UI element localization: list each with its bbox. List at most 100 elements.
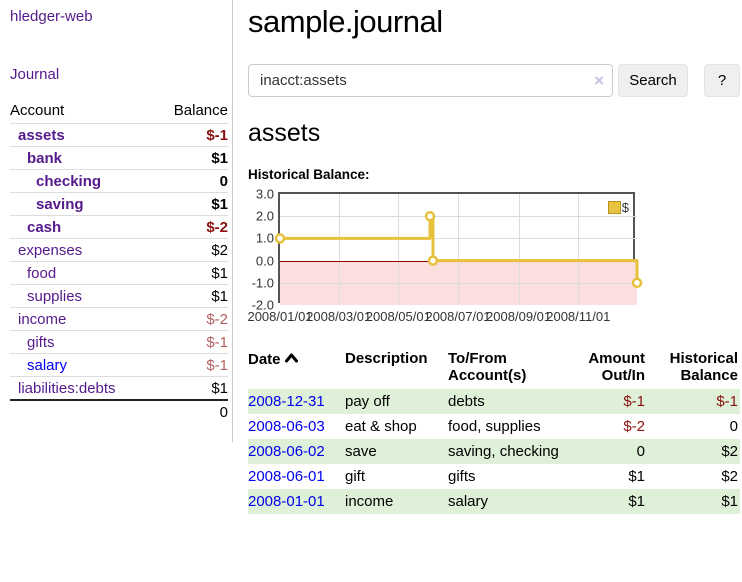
account-link-supplies[interactable]: supplies <box>27 287 83 305</box>
register-header-row: Date Description To/From Account(s) Amou… <box>248 347 740 389</box>
x-tick: 2008/01/01 <box>247 309 313 324</box>
account-balance: $-1 <box>154 353 228 377</box>
transaction-amount: 0 <box>585 439 647 464</box>
gridline <box>458 194 459 305</box>
transaction-description: save <box>345 439 448 464</box>
accounts-total-row: 0 <box>10 399 228 423</box>
help-button[interactable]: ? <box>704 64 740 97</box>
page-title: sample.journal <box>248 4 443 39</box>
transaction-accounts: saving, checking <box>448 439 585 464</box>
account-row-expenses: expenses $2 <box>10 238 228 262</box>
transaction-balance: $2 <box>647 439 740 464</box>
account-balance: $1 <box>154 192 228 216</box>
gridline <box>578 194 580 305</box>
y-tick: 3.0 <box>255 186 274 202</box>
transaction-accounts: salary <box>448 489 585 514</box>
y-tick: 0.0 <box>255 253 274 269</box>
account-link-salary[interactable]: salary <box>27 356 68 374</box>
search-button[interactable]: Search <box>618 64 688 97</box>
account-link-food[interactable]: food <box>27 264 57 282</box>
y-tick: -1.0 <box>251 275 274 291</box>
transaction-balance: 0 <box>729 418 738 435</box>
x-tick: 2008/05/01 <box>365 309 431 324</box>
transaction-accounts: food, supplies <box>448 418 541 435</box>
account-row-cash: cash $-2 <box>10 215 228 239</box>
register-header-description: Description <box>345 350 428 367</box>
brand-link[interactable]: hledger-web <box>10 8 93 25</box>
transaction-amount: $1 <box>585 489 647 514</box>
gridline <box>518 194 520 305</box>
account-row-food: food $1 <box>10 261 228 285</box>
account-row-assets: assets $-1 <box>10 123 228 147</box>
register-header-date[interactable]: Date <box>248 347 345 389</box>
account-link-expenses[interactable]: expenses <box>18 241 83 259</box>
transaction-accounts: debts <box>448 389 585 414</box>
transaction-date-link[interactable]: 2008-06-01 <box>248 468 325 485</box>
main-content: sample.journal × Search ? assets Histori… <box>247 0 742 514</box>
transaction-balance: $-1 <box>647 389 740 414</box>
account-balance: $-2 <box>154 215 228 239</box>
legend-label: $ <box>621 200 629 215</box>
account-link-bank[interactable]: bank <box>27 149 63 167</box>
transaction-description: pay off <box>345 389 448 414</box>
account-link-liabilities-debts[interactable]: liabilities:debts <box>18 379 116 397</box>
accounts-table: Account Balance assets $-1 bank $1 check… <box>10 100 228 423</box>
y-tick: -2.0 <box>251 297 274 313</box>
x-tick: 2008/09/01 <box>486 309 552 324</box>
sidebar-item-journal[interactable]: Journal <box>10 66 60 83</box>
account-link-saving[interactable]: saving <box>36 195 84 213</box>
account-row-income: income $-2 <box>10 307 228 331</box>
transaction-amount: $-1 <box>585 389 647 414</box>
sort-ascending-icon <box>284 350 298 367</box>
account-balance: 0 <box>154 169 228 193</box>
transaction-description: income <box>345 489 448 514</box>
chart-plot-area: $ 3.0 2.0 1.0 0.0 -1.0 -2.0 <box>252 187 643 313</box>
accounts-header-balance: Balance <box>173 102 228 119</box>
account-row-liabilities-debts: liabilities:debts $1 <box>10 376 228 400</box>
account-balance: $-1 <box>154 123 228 147</box>
account-link-cash[interactable]: cash <box>27 218 62 236</box>
transaction-amount: $1 <box>628 468 645 485</box>
account-link-gifts[interactable]: gifts <box>27 333 55 351</box>
x-tick: 2008/03/01 <box>306 309 372 324</box>
account-row-gifts: gifts $-1 <box>10 330 228 354</box>
account-balance: $-2 <box>154 307 228 331</box>
register-row: 2008-06-03 eat & shop food, supplies $-2… <box>248 414 740 439</box>
sidebar: hledger-web Journal Account Balance asse… <box>0 0 233 442</box>
transaction-description: eat & shop <box>345 418 417 435</box>
accounts-header-account: Account <box>10 102 65 119</box>
account-balance: $2 <box>154 238 228 262</box>
register-header-amount: Amount Out/In <box>588 350 645 384</box>
account-link-income[interactable]: income <box>18 310 67 328</box>
clear-search-icon[interactable]: × <box>594 71 604 90</box>
legend-swatch <box>607 201 621 214</box>
account-balance: $1 <box>154 376 228 400</box>
account-link-checking[interactable]: checking <box>36 172 102 190</box>
transaction-date-link[interactable]: 2008-06-02 <box>248 443 325 460</box>
historical-balance-chart: $ 3.0 2.0 1.0 0.0 -1.0 -2.0 2008/01/01 2… <box>247 187 742 327</box>
transaction-balance: $2 <box>721 468 738 485</box>
account-row-salary: salary $-1 <box>10 353 228 377</box>
x-tick: 2008/11/01 <box>546 309 611 324</box>
y-tick: 2.0 <box>255 208 274 224</box>
register-row: 2008-12-31 pay off debts $-1 $-1 <box>248 389 740 414</box>
chart-title: Historical Balance: <box>248 167 370 182</box>
x-tick: 2008/07/01 <box>425 309 491 324</box>
transaction-date-link[interactable]: 2008-12-31 <box>248 393 325 410</box>
search-box: × <box>248 64 613 97</box>
transaction-amount: $-2 <box>623 418 645 435</box>
gridline <box>398 194 400 305</box>
account-balance: $-1 <box>154 330 228 354</box>
transaction-date-link[interactable]: 2008-06-03 <box>248 418 325 435</box>
register-row: 2008-01-01 income salary $1 $1 <box>248 489 740 514</box>
search-input[interactable] <box>248 64 613 97</box>
gridline <box>338 194 340 305</box>
account-link-assets[interactable]: assets <box>18 126 65 144</box>
transaction-balance: $1 <box>647 489 740 514</box>
accounts-header-row: Account Balance <box>10 100 228 124</box>
transaction-date-link[interactable]: 2008-01-01 <box>248 493 325 510</box>
x-axis: 2008/01/01 2008/03/01 2008/05/01 2008/07… <box>247 309 635 325</box>
account-balance: $1 <box>154 261 228 285</box>
register-row: 2008-06-01 gift gifts $1 $2 <box>248 464 740 489</box>
search-form: × Search ? <box>248 64 742 97</box>
